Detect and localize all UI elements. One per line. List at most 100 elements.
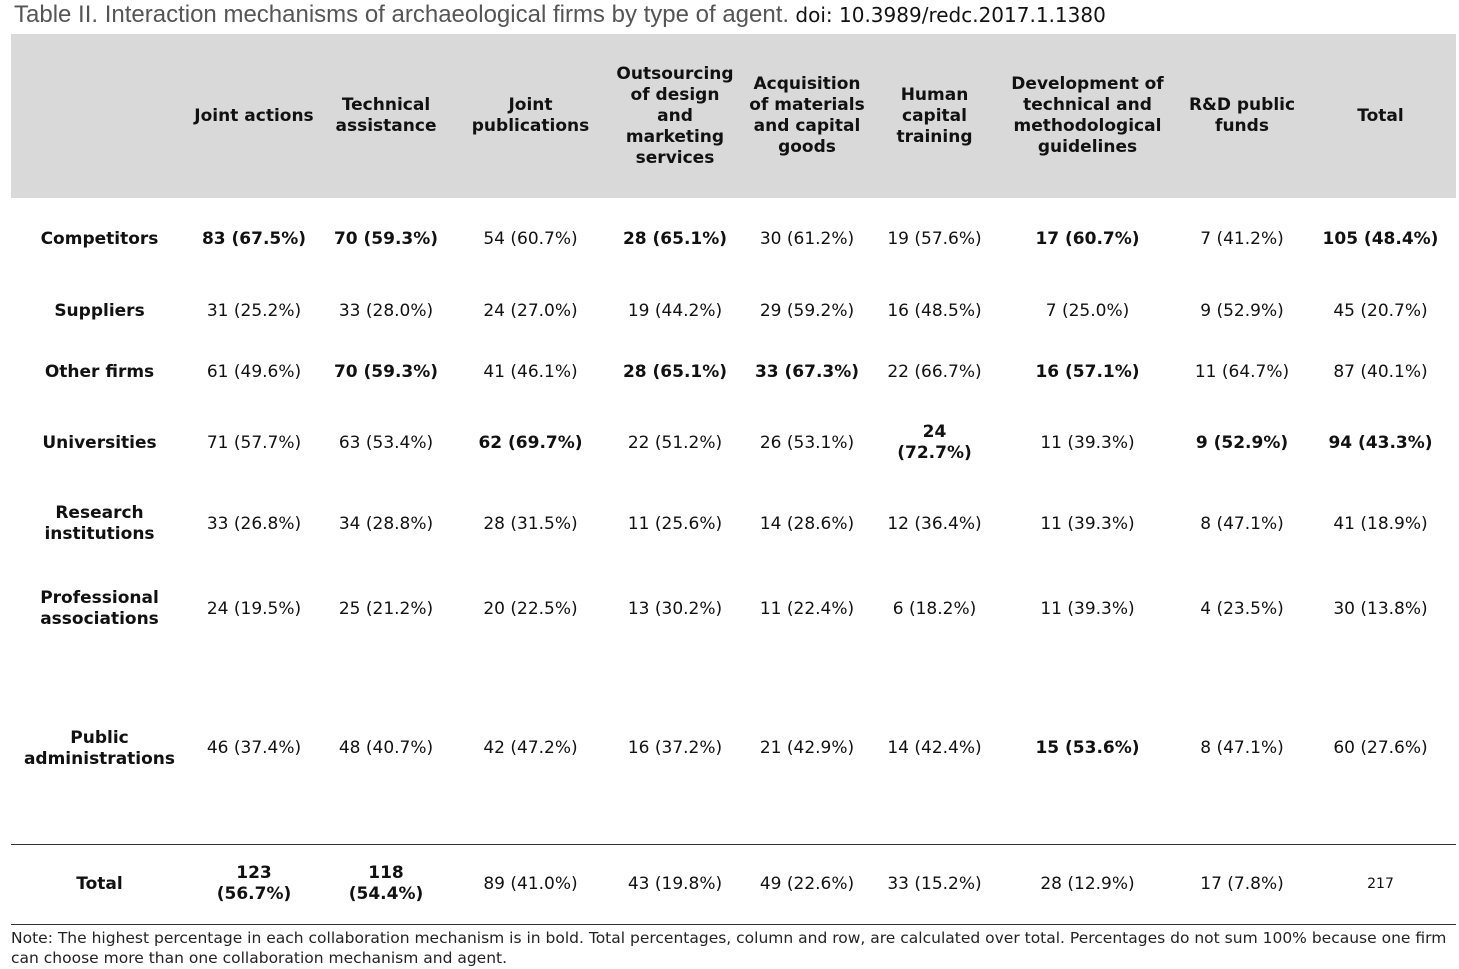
table-cell: 11 (22.4%) xyxy=(759,598,855,619)
header-technical-assistance: Technical assistance xyxy=(335,95,437,136)
header-human-capital: Human capital training xyxy=(896,84,973,147)
table-cell: 22 (51.2%) xyxy=(627,432,723,453)
header-acquisition: Acquisition of materials and capital goo… xyxy=(749,74,865,157)
table-cell: 19 (57.6%) xyxy=(887,228,982,249)
table-cell: 28 (65.1%) xyxy=(622,228,728,249)
row-agent: Total xyxy=(76,873,123,894)
table-cell: 41 (46.1%) xyxy=(483,361,578,382)
table-cell: 31 (25.2%) xyxy=(206,300,302,321)
table-row: Competitors 83 (67.5%) 70 (59.3%) 54 (60… xyxy=(11,198,1456,280)
table-cell: 7 (25.0%) xyxy=(1045,300,1130,321)
table-cell: 83 (67.5%) xyxy=(201,228,307,249)
table-cell: 20 (22.5%) xyxy=(483,598,578,619)
table-cell: 61 (49.6%) xyxy=(206,361,302,382)
table-cell: 30 (13.8%) xyxy=(1333,598,1428,619)
row-agent: Research institutions xyxy=(44,503,155,544)
table-cell: 49 (22.6%) xyxy=(759,873,855,894)
table-cell: 34 (28.8%) xyxy=(338,513,434,534)
table-cell: 19 (44.2%) xyxy=(627,300,723,321)
header-total: Total xyxy=(1357,105,1404,126)
table-cell: 42 (47.2%) xyxy=(483,738,578,759)
table-cell: 21 (42.9%) xyxy=(759,738,855,759)
table-cell: 45 (20.7%) xyxy=(1333,300,1428,321)
table-cell: 63 (53.4%) xyxy=(338,432,434,453)
table-row: Research institutions 33 (26.8%) 34 (28.… xyxy=(11,484,1456,564)
table-cell: 17 (60.7%) xyxy=(1035,228,1140,249)
table-cell: 14 (28.6%) xyxy=(759,513,855,534)
table-cell: 33 (26.8%) xyxy=(206,513,302,534)
table-cell: 14 (42.4%) xyxy=(887,738,982,759)
table-cell: 22 (66.7%) xyxy=(887,361,982,382)
table-cell: 41 (18.9%) xyxy=(1333,513,1428,534)
table-cell: 11 (25.6%) xyxy=(627,513,723,534)
interaction-mechanisms-table: Joint actions Technical assistance Joint… xyxy=(11,34,1456,925)
table-cell: 54 (60.7%) xyxy=(483,228,578,249)
table-cell: 29 (59.2%) xyxy=(759,300,855,321)
table-cell: 70 (59.3%) xyxy=(333,228,439,249)
table-cell: 60 (27.6%) xyxy=(1333,738,1428,759)
table-row: Public administrations 46 (37.4%) 48 (40… xyxy=(11,654,1456,844)
table-cell: 11 (64.7%) xyxy=(1194,361,1290,382)
table-cell: 11 (39.3%) xyxy=(1040,513,1135,534)
table-cell: 123 (56.7%) xyxy=(216,863,292,904)
table-cell: 16 (57.1%) xyxy=(1035,361,1140,382)
table-cell: 43 (19.8%) xyxy=(627,873,723,894)
table-cell: 24 (72.7%) xyxy=(897,422,972,463)
table-row: Universities 71 (57.7%) 63 (53.4%) 62 (6… xyxy=(11,402,1456,484)
caption-doi: doi: 10.3989/redc.2017.1.1380 xyxy=(789,3,1106,27)
row-agent: Universities xyxy=(42,432,157,453)
table-cell: 9 (52.9%) xyxy=(1200,300,1284,321)
row-agent: Other firms xyxy=(44,361,155,382)
row-agent: Public administrations xyxy=(23,727,176,769)
table-cell: 8 (47.1%) xyxy=(1200,738,1284,759)
caption-title: Table II. Interaction mechanisms of arch… xyxy=(14,1,790,28)
total-row: Total 123 (56.7%) 118 (54.4%) 89 (41.0%)… xyxy=(11,844,1456,924)
table-caption: Table II. Interaction mechanisms of arch… xyxy=(14,0,1106,30)
header-joint-actions: Joint actions xyxy=(194,105,314,126)
table-cell: 28 (12.9%) xyxy=(1040,873,1135,894)
header-agent xyxy=(11,34,188,198)
table-cell: 33 (28.0%) xyxy=(338,300,434,321)
table-cell: 33 (67.3%) xyxy=(754,361,860,382)
table-cell: 7 (41.2%) xyxy=(1200,228,1284,249)
table-cell: 11 (39.3%) xyxy=(1040,432,1135,453)
table-cell: 16 (37.2%) xyxy=(627,738,723,759)
table-cell: 15 (53.6%) xyxy=(1035,738,1140,759)
data-table-container: Joint actions Technical assistance Joint… xyxy=(11,34,1456,925)
table-cell: 28 (31.5%) xyxy=(483,513,578,534)
table-cell: 118 (54.4%) xyxy=(348,863,424,904)
table-cell: 87 (40.1%) xyxy=(1333,361,1428,382)
table-row: Other firms 61 (49.6%) 70 (59.3%) 41 (46… xyxy=(11,342,1456,402)
table-cell: 28 (65.1%) xyxy=(622,361,728,382)
header-joint-publications: Joint publications xyxy=(471,95,590,136)
row-agent: Competitors xyxy=(40,228,159,249)
table-cell: 70 (59.3%) xyxy=(333,361,439,382)
table-note: Note: The highest percentage in each col… xyxy=(11,929,1447,967)
table-cell: 8 (47.1%) xyxy=(1200,513,1284,534)
row-agent: Professional associations xyxy=(40,588,159,629)
header-row: Joint actions Technical assistance Joint… xyxy=(11,34,1456,198)
table-cell: 94 (43.3%) xyxy=(1328,432,1433,453)
table-cell: 11 (39.3%) xyxy=(1040,598,1135,619)
table-cell: 105 (48.4%) xyxy=(1322,228,1439,249)
header-outsourcing: Outsourcing of design and marketing serv… xyxy=(616,63,734,168)
table-cell: 24 (19.5%) xyxy=(206,598,302,619)
table-cell: 30 (61.2%) xyxy=(759,228,855,249)
table-cell: 33 (15.2%) xyxy=(887,873,982,894)
table-cell: 48 (40.7%) xyxy=(338,738,434,759)
table-cell: 17 (7.8%) xyxy=(1200,873,1284,894)
table-cell: 25 (21.2%) xyxy=(338,598,434,619)
table-cell: 9 (52.9%) xyxy=(1195,432,1289,453)
table-cell: 46 (37.4%) xyxy=(206,738,302,759)
table-cell: 71 (57.7%) xyxy=(206,432,302,453)
header-guidelines: Development of technical and methodologi… xyxy=(1011,74,1164,157)
table-cell: 62 (69.7%) xyxy=(478,432,583,453)
table-cell: 24 (27.0%) xyxy=(483,300,578,321)
table-row: Suppliers 31 (25.2%) 33 (28.0%) 24 (27.0… xyxy=(11,280,1456,342)
table-cell: 6 (18.2%) xyxy=(892,598,977,619)
row-agent: Suppliers xyxy=(54,300,145,321)
table-cell: 217 xyxy=(1367,875,1394,892)
table-cell: 89 (41.0%) xyxy=(483,873,578,894)
header-rd-funds: R&D public funds xyxy=(1188,95,1296,136)
table-cell: 16 (48.5%) xyxy=(887,300,982,321)
